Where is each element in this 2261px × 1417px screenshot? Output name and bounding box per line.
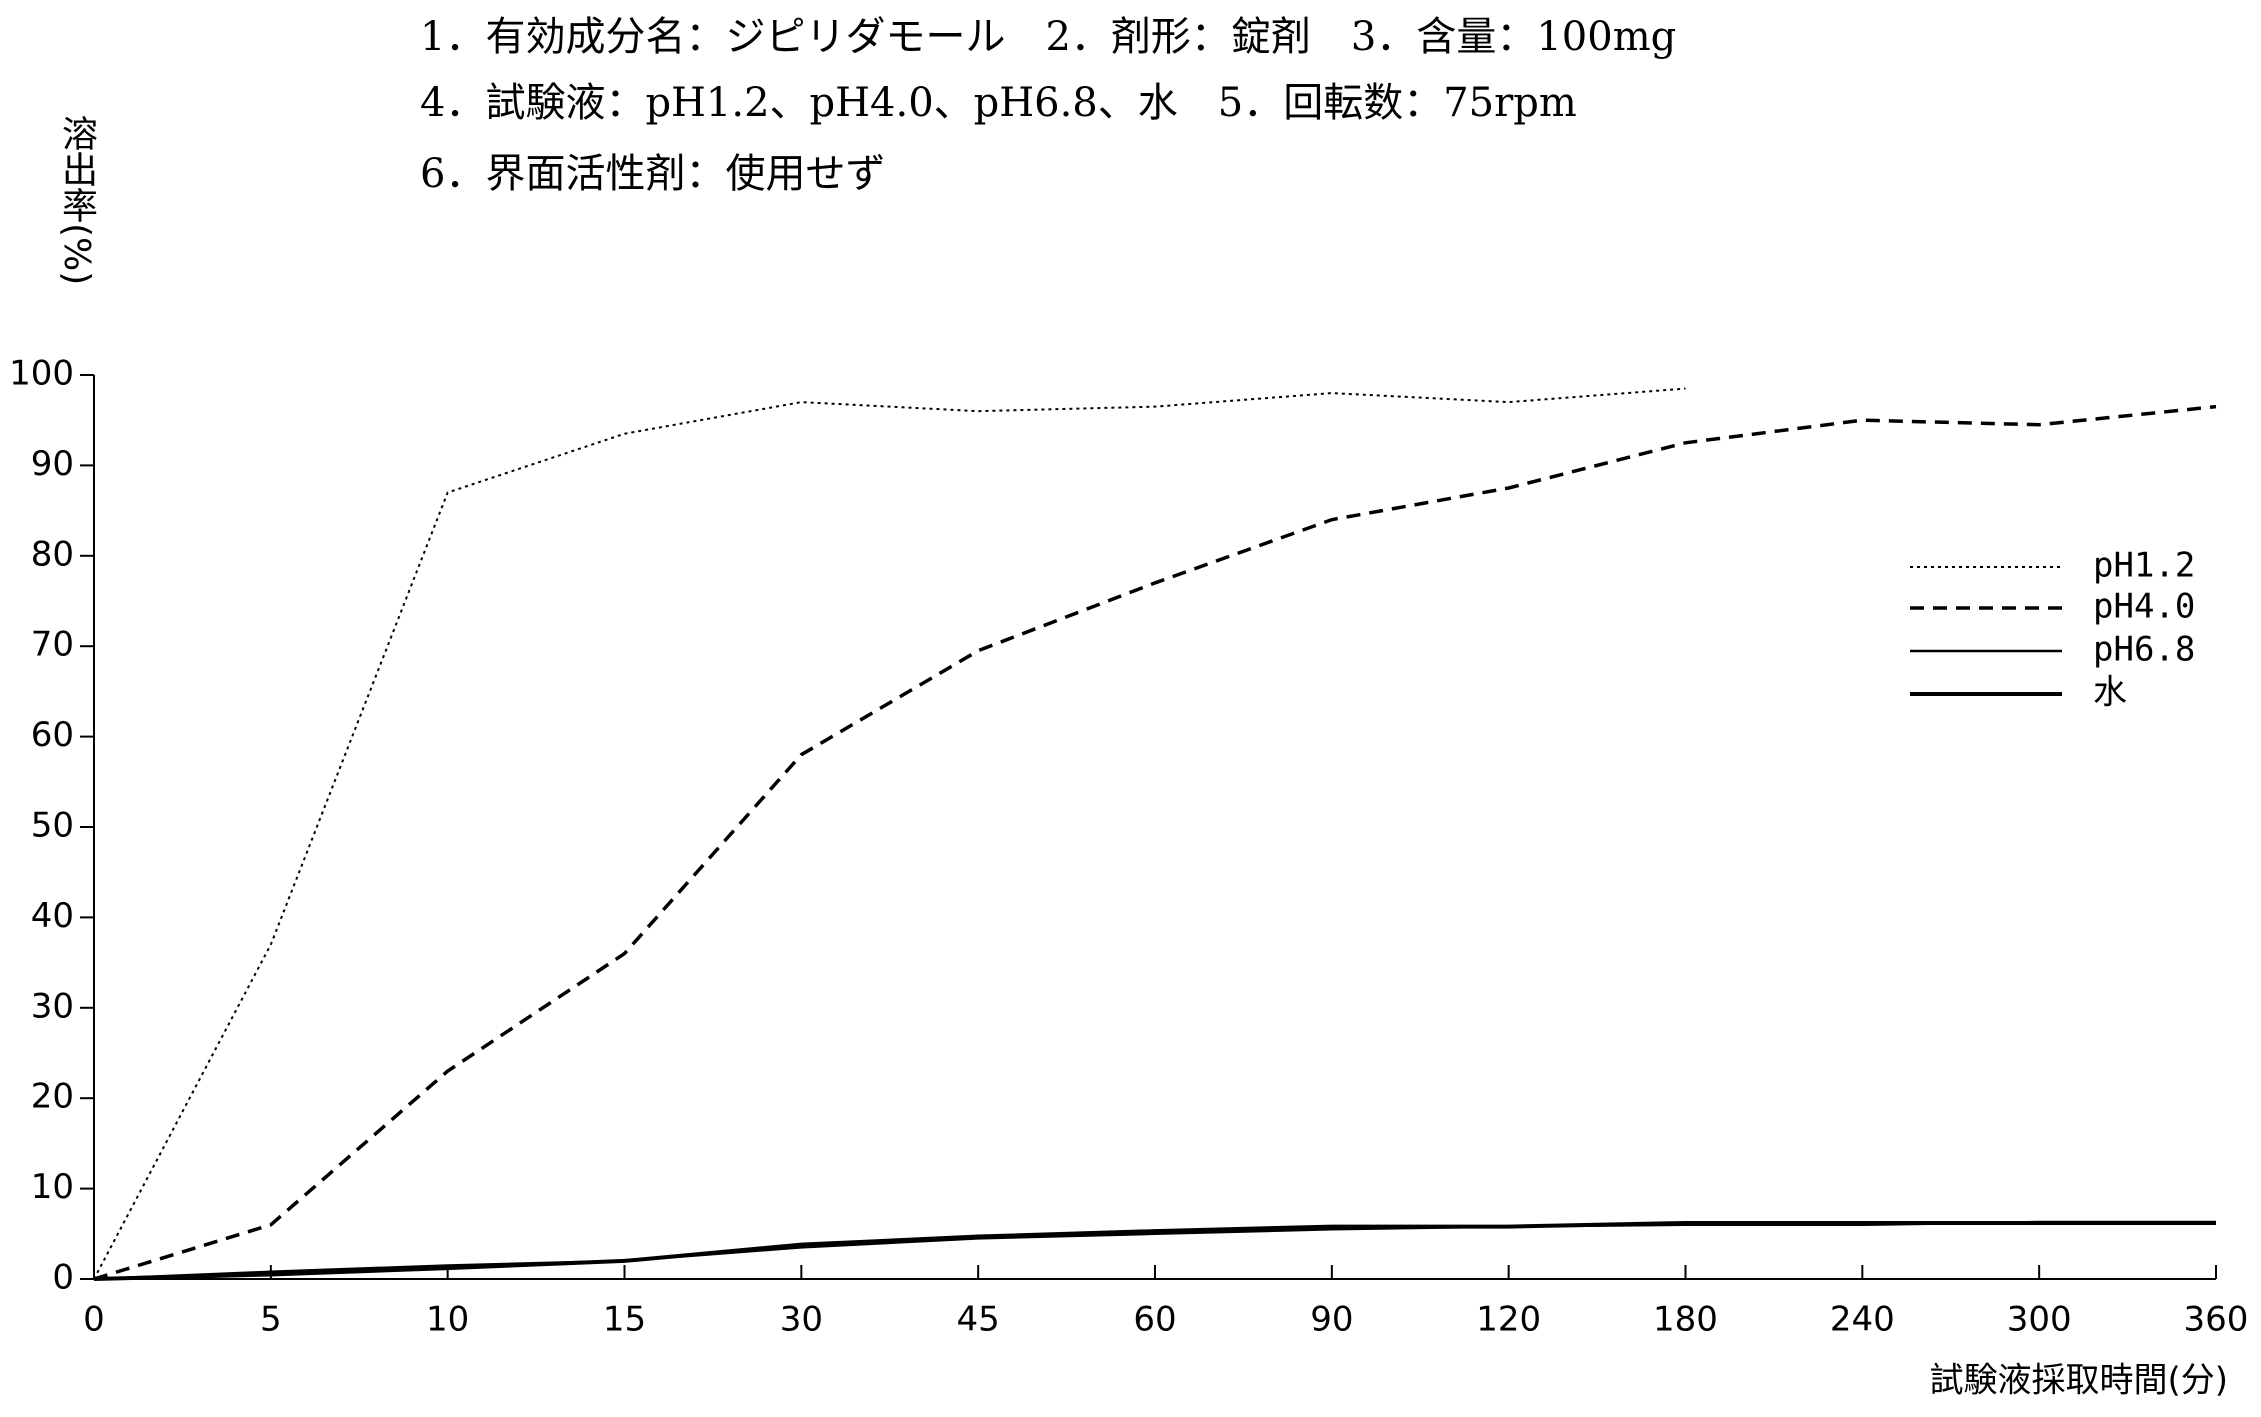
y-tick-label: 20 bbox=[31, 1077, 74, 1117]
y-tick-label: 30 bbox=[31, 986, 74, 1026]
series-line bbox=[93, 387, 1686, 1280]
y-tick-label: 60 bbox=[31, 715, 74, 755]
x-tick-label: 45 bbox=[957, 1300, 1000, 1340]
x-tick-label: 15 bbox=[603, 1300, 646, 1340]
legend-label: pH6.8 bbox=[2093, 630, 2195, 670]
y-tick-label: 40 bbox=[31, 896, 74, 936]
title-line: 1．有効成分名：ジピリダモール 2．剤形：錠剤 3．含量：100mg bbox=[420, 14, 1676, 60]
x-tick-label: 240 bbox=[1830, 1300, 1895, 1340]
series-line bbox=[93, 1220, 2216, 1281]
x-tick-label: 60 bbox=[1133, 1300, 1176, 1340]
y-tick-label: 0 bbox=[52, 1258, 74, 1298]
x-axis-label: 試験液採取時間(分) bbox=[1929, 1361, 2228, 1401]
legend-label: pH1.2 bbox=[2093, 546, 2195, 586]
legend-label: pH4.0 bbox=[2093, 587, 2195, 627]
x-tick-label: 120 bbox=[1476, 1300, 1541, 1340]
title-line: 6．界面活性剤：使用せず bbox=[420, 151, 885, 197]
y-tick-label: 10 bbox=[31, 1167, 74, 1207]
x-tick-label: 90 bbox=[1310, 1300, 1353, 1340]
y-tick-label: 90 bbox=[31, 444, 74, 484]
x-tick-label: 10 bbox=[426, 1300, 469, 1340]
series-line bbox=[93, 404, 2217, 1281]
x-tick-label: 30 bbox=[780, 1300, 823, 1340]
y-tick-label: 50 bbox=[31, 806, 74, 846]
title-line: 4．試験液：pH1.2、pH4.0、pH6.8、水 5．回転数：75rpm bbox=[420, 80, 1577, 126]
x-tick-label: 180 bbox=[1653, 1300, 1718, 1340]
x-tick-label: 360 bbox=[2184, 1300, 2249, 1340]
legend-label: 水 bbox=[2093, 673, 2127, 713]
x-tick-label: 300 bbox=[2007, 1300, 2072, 1340]
y-tick-label: 80 bbox=[31, 534, 74, 574]
y-tick-label: 100 bbox=[9, 354, 74, 394]
y-axis-label: 溶出率(%) bbox=[56, 115, 97, 286]
x-tick-label: 0 bbox=[83, 1300, 105, 1340]
x-tick-label: 5 bbox=[260, 1300, 282, 1340]
y-tick-label: 70 bbox=[31, 625, 74, 665]
